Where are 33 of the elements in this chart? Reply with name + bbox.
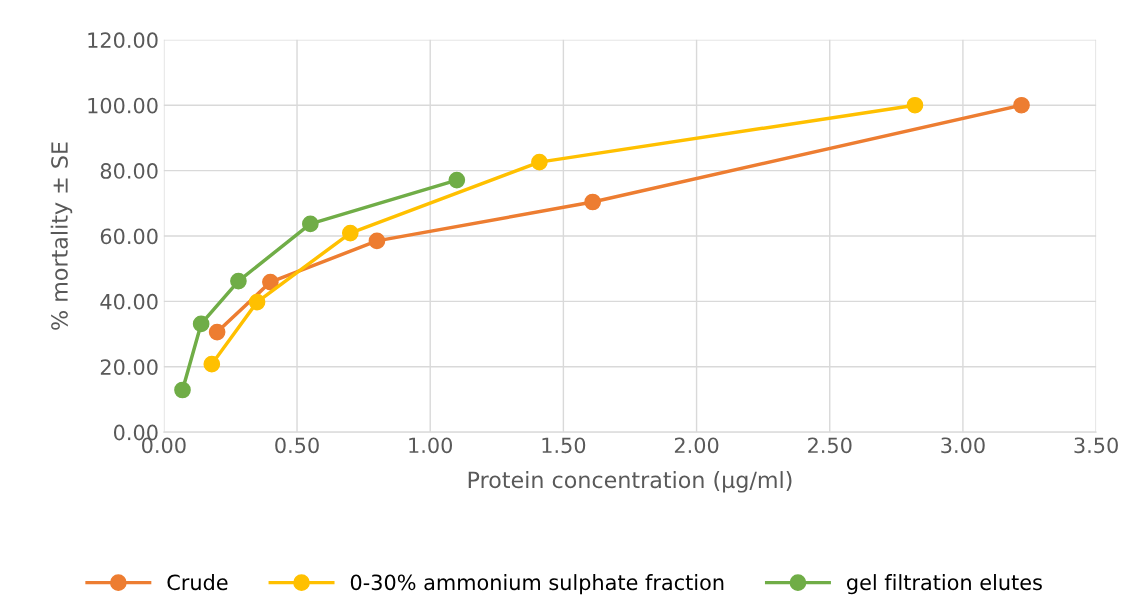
x-tick-label: 3.50 [1074, 437, 1118, 454]
y-tick-label: 120.00 [88, 32, 158, 49]
point [1013, 96, 1030, 114]
point [248, 293, 266, 311]
point [174, 381, 191, 399]
point [341, 224, 359, 242]
point [230, 272, 247, 290]
point [531, 153, 548, 171]
point [262, 273, 279, 291]
point [906, 96, 924, 114]
x-tick-label: 3.00 [941, 437, 985, 454]
y-tick-label: 100.00 [88, 97, 158, 114]
x-tick-label: 2.50 [808, 437, 852, 454]
legend-label: 0-30% ammonium sulphate fraction [350, 574, 724, 595]
x-tick-label: 1.00 [409, 437, 453, 454]
x-tick-label: 0.50 [275, 437, 319, 454]
y-tick-label: 20.00 [100, 359, 158, 375]
x-tick-label: 1.50 [542, 437, 586, 454]
legend-label: gel filtration elutes [847, 574, 1042, 595]
x-tick-label: 2.00 [674, 437, 719, 454]
point [584, 193, 602, 211]
point [448, 171, 466, 189]
y-tick-label: 40.00 [100, 293, 158, 310]
y-axis-title: % mortality ± SE [50, 142, 73, 330]
point [203, 355, 221, 373]
point [192, 315, 210, 333]
point [368, 232, 386, 250]
y-tick-label: 60.00 [100, 228, 158, 245]
x-axis-title: Protein concentration (µg/ml) [468, 471, 792, 493]
point [208, 323, 226, 341]
y-tick-label: 80.00 [100, 163, 158, 179]
point [302, 215, 319, 233]
legend-label: Crude [167, 574, 228, 591]
